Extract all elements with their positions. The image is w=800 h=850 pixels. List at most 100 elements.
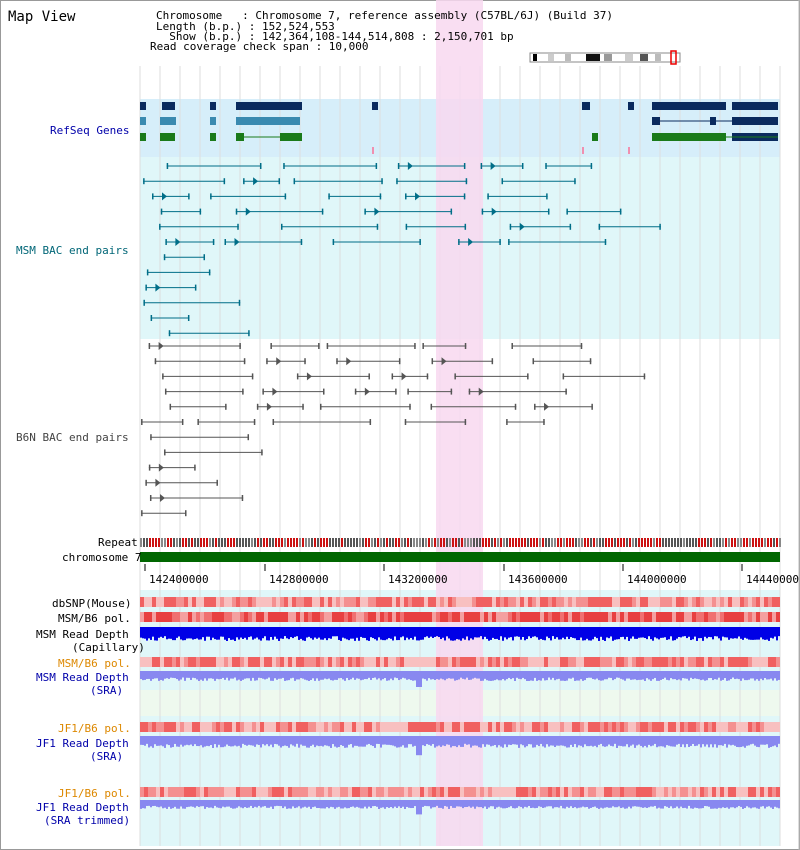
track-label-refseq-genes[interactable]: RefSeq Genes xyxy=(50,124,130,137)
heat-strip-cell xyxy=(572,657,576,667)
depth-bar xyxy=(726,671,728,681)
track-label-msm-depth-cap[interactable]: MSM Read Depth xyxy=(36,628,129,641)
depth-bar xyxy=(178,671,180,681)
depth-bar xyxy=(404,736,406,748)
heat-strip-cell xyxy=(164,722,168,732)
depth-bar xyxy=(614,671,616,680)
repeat-mark xyxy=(614,538,616,547)
depth-bar xyxy=(650,671,652,681)
depth-bar xyxy=(542,736,544,747)
track-label-msm-b6-pol-2[interactable]: MSM/B6 pol. xyxy=(58,657,131,670)
depth-bar xyxy=(760,736,762,745)
heat-strip-cell xyxy=(144,597,148,607)
heat-strip-cell xyxy=(624,597,628,607)
depth-bar xyxy=(510,800,512,807)
depth-bar xyxy=(584,736,586,745)
depth-bar xyxy=(548,671,550,678)
msm-bac-pair-end xyxy=(501,178,504,185)
repeat-mark xyxy=(170,538,172,547)
repeat-mark xyxy=(470,538,472,547)
heat-strip-cell xyxy=(720,597,724,607)
depth-bar xyxy=(184,800,186,809)
heat-strip-cell xyxy=(148,612,152,622)
depth-bar xyxy=(458,671,460,680)
track-label-jf1-depth-trim[interactable]: JF1 Read Depth xyxy=(36,801,129,814)
depth-bar xyxy=(430,736,432,746)
heat-strip-cell xyxy=(492,657,496,667)
depth-bar xyxy=(754,627,756,640)
depth-bar xyxy=(570,671,572,679)
b6n-bac-pair-end xyxy=(253,419,256,425)
heat-strip-cell xyxy=(368,612,372,622)
heat-strip-cell xyxy=(192,722,196,732)
heat-strip-cell xyxy=(160,657,164,667)
track-label-repeat[interactable]: Repeat xyxy=(98,536,138,549)
repeat-mark xyxy=(557,538,559,547)
heat-strip-cell xyxy=(768,657,772,667)
heat-strip-cell xyxy=(228,657,232,667)
b6n-bac-pair-end xyxy=(534,403,536,410)
depth-bar xyxy=(522,671,524,678)
heat-strip-cell xyxy=(388,722,392,732)
depth-bar xyxy=(758,627,760,640)
depth-bar xyxy=(194,627,196,640)
heat-strip-cell xyxy=(596,657,600,667)
track-label-b6n-bac[interactable]: B6N BAC end pairs xyxy=(16,431,129,444)
depth-bar xyxy=(552,736,554,746)
heat-strip-cell xyxy=(408,597,412,607)
repeat-mark xyxy=(467,538,469,547)
heat-strip-cell xyxy=(324,612,328,622)
msm-bac-pair-arrow xyxy=(175,238,181,246)
depth-bar xyxy=(184,671,186,681)
depth-bar xyxy=(344,736,346,748)
heat-strip-cell xyxy=(172,787,176,797)
depth-bar xyxy=(562,671,564,681)
depth-bar xyxy=(544,800,546,808)
depth-bar xyxy=(520,627,522,640)
depth-bar xyxy=(242,736,244,744)
depth-bar xyxy=(430,627,432,637)
msm-bac-pair-end xyxy=(405,193,407,200)
heat-strip-cell xyxy=(388,787,392,797)
track-label-msm-depth-sra[interactable]: MSM Read Depth xyxy=(36,671,129,684)
depth-bar xyxy=(614,736,616,744)
depth-bar xyxy=(762,736,764,745)
heat-strip-cell xyxy=(728,657,732,667)
depth-bar xyxy=(178,736,180,747)
depth-bar xyxy=(550,800,552,807)
depth-bar xyxy=(204,800,206,809)
heat-strip-cell xyxy=(736,722,740,732)
b6n-bac-pair-end xyxy=(431,358,434,365)
track-label-msm-bac[interactable]: MSM BAC end pairs xyxy=(16,244,129,257)
track-label-msm-b6-pol-1[interactable]: MSM/B6 pol. xyxy=(58,612,131,625)
depth-bar xyxy=(396,800,398,808)
depth-bar xyxy=(518,671,520,679)
depth-bar xyxy=(616,671,618,678)
repeat-mark xyxy=(461,538,463,547)
depth-bar xyxy=(478,627,480,638)
track-label-jf1-b6-pol-2[interactable]: JF1/B6 pol. xyxy=(58,787,131,800)
depth-bar xyxy=(586,671,588,679)
repeat-mark xyxy=(725,538,727,547)
msm-bac-pair-arrow xyxy=(519,222,525,231)
heat-strip-cell xyxy=(252,612,256,622)
depth-bar xyxy=(350,627,352,639)
track-label-jf1-b6-pol-1[interactable]: JF1/B6 pol. xyxy=(58,722,131,735)
depth-bar xyxy=(666,627,668,640)
track-label-dbsnp[interactable]: dbSNP(Mouse) xyxy=(52,597,132,610)
repeat-mark xyxy=(623,538,625,547)
heat-strip-cell xyxy=(636,597,640,607)
heat-strip-cell xyxy=(560,657,564,667)
depth-bar xyxy=(340,800,342,809)
depth-bar xyxy=(212,671,214,679)
repeat-mark xyxy=(299,538,301,547)
depth-bar xyxy=(362,736,364,747)
track-label-jf1-depth[interactable]: JF1 Read Depth xyxy=(36,737,129,750)
heat-strip-cell xyxy=(188,657,192,667)
track-label-chromosome[interactable]: chromosome 7 xyxy=(62,551,142,564)
depth-bar xyxy=(640,627,642,638)
heat-strip-cell xyxy=(556,657,560,667)
depth-bar xyxy=(416,627,418,641)
heat-strip-cell xyxy=(464,722,468,732)
